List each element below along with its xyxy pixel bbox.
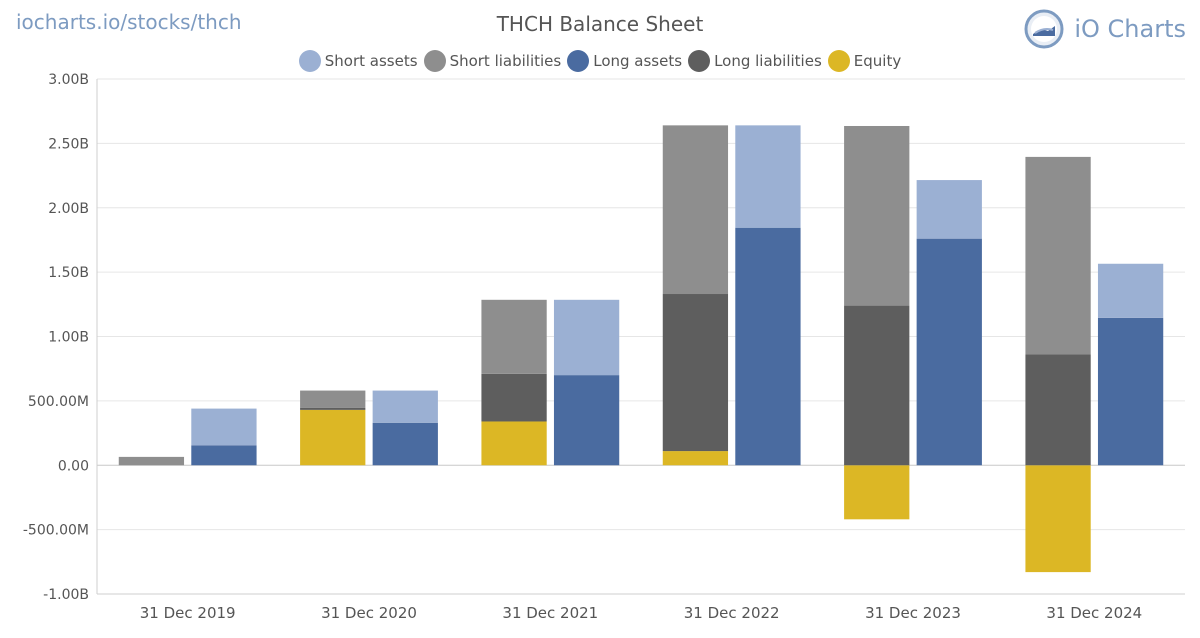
legend-swatch-short-liabilities <box>423 50 446 72</box>
bar-short-assets-3[interactable] <box>735 125 801 228</box>
y-tick-label: -1.00B <box>43 587 89 603</box>
legend-item-short-assets[interactable]: Short assets <box>298 50 418 72</box>
brand-name: iO Charts <box>1074 15 1186 43</box>
bar-equity-5[interactable] <box>1025 465 1091 573</box>
legend-label-short-liabilities: Short liabilities <box>449 52 562 70</box>
x-tick-label: 31 Dec 2023 <box>865 604 961 622</box>
legend-swatch-short-assets <box>298 50 321 72</box>
bar-short-assets-1[interactable] <box>372 390 438 423</box>
x-tick-label: 31 Dec 2024 <box>1046 604 1142 622</box>
legend-label-short-assets: Short assets <box>324 52 418 70</box>
bar-long-assets-1[interactable] <box>372 422 438 466</box>
legend-swatch-equity <box>827 50 850 72</box>
x-tick-label: 31 Dec 2019 <box>140 604 236 622</box>
chart-axes: 3.00B 2.50B 2.00B 1.50B 1.00B 500.00M 0.00 -500… <box>23 72 1185 622</box>
bar-short-assets-4[interactable] <box>916 180 982 239</box>
chart-legend: Short assets Short liabilities Long asse… <box>0 50 1200 72</box>
y-tick-label: -500.00M <box>23 523 89 539</box>
bar-long-liabilities-3[interactable] <box>662 294 729 452</box>
bar-long-assets-2[interactable] <box>553 375 620 466</box>
bar-long-assets-3[interactable] <box>735 227 801 466</box>
legend-swatch-long-assets <box>567 50 590 72</box>
y-tick-label: 1.00B <box>48 330 89 346</box>
bar-equity-3[interactable] <box>662 451 729 466</box>
legend-item-long-liabilities[interactable]: Long liabilities <box>688 50 822 72</box>
legend-label-long-liabilities: Long liabilities <box>714 52 822 70</box>
y-tick-label: 3.00B <box>48 72 89 88</box>
x-tick-label: 31 Dec 2021 <box>502 604 598 622</box>
bar-long-assets-5[interactable] <box>1097 317 1164 466</box>
bar-long-assets-4[interactable] <box>916 238 982 466</box>
y-tick-label: 2.50B <box>48 136 89 152</box>
bar-long-liabilities-4[interactable] <box>844 305 910 466</box>
chart-title: THCH Balance Sheet <box>496 12 704 36</box>
y-tick-label: 1.50B <box>48 265 89 281</box>
x-tick-label: 31 Dec 2022 <box>684 604 780 622</box>
bar-long-liabilities-5[interactable] <box>1025 354 1091 466</box>
bar-short-liabilities-1[interactable] <box>300 390 366 408</box>
legend-label-long-assets: Long assets <box>593 52 683 70</box>
bar-short-liabilities-3[interactable] <box>662 125 729 295</box>
io-charts-logo-icon <box>1024 9 1064 49</box>
bar-short-assets-2[interactable] <box>553 299 620 376</box>
y-tick-label: 0.00 <box>58 458 89 474</box>
bar-short-liabilities-5[interactable] <box>1025 156 1091 355</box>
bar-short-assets-0[interactable] <box>191 408 257 446</box>
bar-short-liabilities-2[interactable] <box>481 299 547 374</box>
bar-short-liabilities-4[interactable] <box>844 125 910 306</box>
y-tick-label: 500.00M <box>28 394 89 410</box>
brand-logo[interactable]: iO Charts <box>1024 8 1186 50</box>
source-url-link[interactable]: iocharts.io/stocks/thch <box>16 10 242 34</box>
x-tick-label: 31 Dec 2020 <box>321 604 417 622</box>
bar-short-liabilities-0[interactable] <box>118 456 185 466</box>
y-tick-label: 2.00B <box>48 201 89 217</box>
legend-item-long-assets[interactable]: Long assets <box>567 50 682 72</box>
bar-equity-2[interactable] <box>481 421 547 466</box>
bar-long-assets-0[interactable] <box>191 445 257 466</box>
legend-label-equity: Equity <box>853 52 902 70</box>
legend-swatch-long-liabilities <box>688 50 711 72</box>
bar-equity-4[interactable] <box>844 465 910 520</box>
bar-equity-1[interactable] <box>300 409 366 466</box>
bar-long-liabilities-1[interactable] <box>300 407 366 410</box>
bar-long-liabilities-2[interactable] <box>481 373 547 422</box>
chart-bars <box>118 125 1164 573</box>
chart-gridlines <box>97 78 1185 595</box>
bar-short-assets-5[interactable] <box>1097 263 1164 318</box>
legend-item-short-liabilities[interactable]: Short liabilities <box>423 50 562 72</box>
legend-item-equity[interactable]: Equity <box>827 50 902 72</box>
